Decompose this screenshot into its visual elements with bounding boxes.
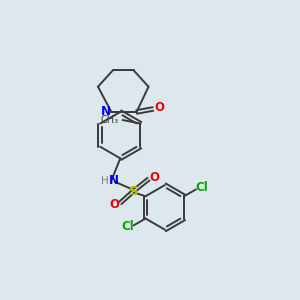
Text: Cl: Cl [196, 181, 208, 194]
Text: H: H [101, 176, 109, 186]
Text: O: O [109, 198, 119, 211]
Text: S: S [129, 184, 139, 197]
Text: N: N [101, 105, 111, 118]
Text: O: O [154, 101, 164, 114]
Text: CH₃: CH₃ [100, 115, 118, 125]
Text: N: N [109, 174, 119, 187]
Text: O: O [149, 171, 160, 184]
Text: Cl: Cl [121, 220, 134, 233]
